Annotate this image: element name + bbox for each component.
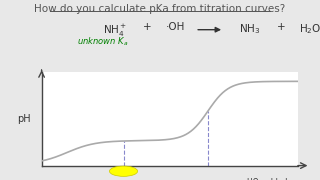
Text: H$_2$O: H$_2$O (299, 22, 320, 36)
Text: HO  added: HO added (247, 178, 287, 180)
Text: +: + (143, 22, 151, 33)
Text: +: + (277, 22, 286, 33)
Text: unknown K$_a$: unknown K$_a$ (77, 36, 128, 48)
Text: NH$_3$: NH$_3$ (239, 22, 260, 36)
Text: How do you calculate pKa from titration curves?: How do you calculate pKa from titration … (34, 4, 286, 15)
Circle shape (109, 166, 138, 176)
Text: NH$_4^+$: NH$_4^+$ (103, 22, 127, 39)
Text: pH: pH (17, 114, 30, 124)
Text: ·OH: ·OH (166, 22, 186, 33)
